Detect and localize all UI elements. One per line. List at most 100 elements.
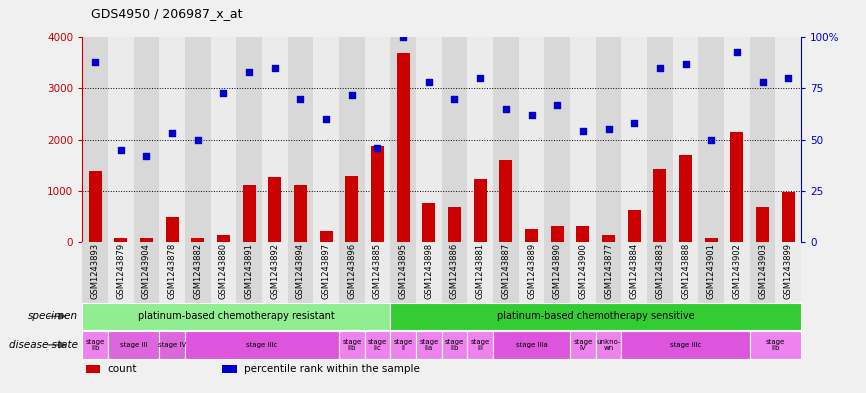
Text: GSM1243890: GSM1243890 [553, 243, 562, 299]
Bar [545, 242, 570, 303]
Point [191, 136, 204, 143]
Bar [448, 207, 461, 242]
Text: GSM1243900: GSM1243900 [578, 243, 587, 299]
Bar [159, 242, 185, 303]
Point [550, 102, 564, 108]
Bar [519, 37, 545, 242]
Bar [114, 238, 127, 242]
Text: stage III: stage III [120, 342, 147, 348]
Bar [320, 231, 333, 242]
Bar [673, 37, 698, 242]
Text: stage
IIb: stage IIb [766, 339, 785, 351]
Bar [468, 37, 493, 242]
Bar [391, 242, 416, 303]
Bar [365, 37, 391, 242]
Bar [140, 238, 153, 242]
Text: GSM1243878: GSM1243878 [168, 243, 177, 299]
Bar [596, 331, 622, 359]
Text: platinum-based chemotherapy sensitive: platinum-based chemotherapy sensitive [497, 311, 695, 321]
Point [139, 153, 153, 159]
Bar [391, 331, 416, 359]
Bar [628, 210, 641, 242]
Bar [159, 331, 185, 359]
Text: GSM1243891: GSM1243891 [244, 243, 254, 299]
Bar [570, 331, 596, 359]
Text: GSM1243894: GSM1243894 [296, 243, 305, 299]
Text: GSM1243901: GSM1243901 [707, 243, 715, 299]
Bar [365, 331, 391, 359]
Bar [493, 242, 519, 303]
Bar [313, 242, 339, 303]
Text: stage
IV: stage IV [573, 339, 592, 351]
Bar [133, 242, 159, 303]
Bar [82, 303, 391, 330]
Bar [159, 37, 185, 242]
Point [448, 95, 462, 102]
Point [473, 75, 487, 81]
Text: GSM1243887: GSM1243887 [501, 243, 510, 299]
Text: GSM1243879: GSM1243879 [116, 243, 126, 299]
Text: stage
IIb: stage IIb [342, 339, 361, 351]
Bar [86, 365, 100, 373]
Point [345, 92, 359, 98]
Text: platinum-based chemotherapy resistant: platinum-based chemotherapy resistant [138, 311, 334, 321]
Bar [468, 242, 493, 303]
Bar [551, 226, 564, 242]
Bar [242, 185, 255, 242]
Point [113, 147, 127, 153]
Text: GDS4950 / 206987_x_at: GDS4950 / 206987_x_at [91, 7, 242, 20]
Point [653, 65, 667, 71]
Point [576, 128, 590, 134]
Bar [191, 238, 204, 242]
Bar [210, 37, 236, 242]
Bar [108, 37, 133, 242]
Bar [570, 242, 596, 303]
Text: GSM1243881: GSM1243881 [475, 243, 485, 299]
Point [422, 79, 436, 85]
Bar [724, 242, 750, 303]
Bar [236, 37, 262, 242]
Text: stage IIIa: stage IIIa [515, 342, 547, 348]
Text: GSM1243886: GSM1243886 [450, 243, 459, 299]
Bar [647, 37, 673, 242]
Bar [442, 37, 468, 242]
Bar [313, 37, 339, 242]
Bar [775, 37, 801, 242]
Point [679, 61, 693, 67]
Bar [622, 242, 647, 303]
Bar [673, 242, 698, 303]
Bar [724, 37, 750, 242]
Bar [493, 37, 519, 242]
Bar [654, 169, 666, 242]
Bar [185, 242, 210, 303]
Bar [288, 37, 313, 242]
Bar [108, 331, 159, 359]
Point [397, 34, 410, 40]
Text: stage
II: stage II [393, 339, 413, 351]
Bar [416, 242, 442, 303]
Bar [268, 177, 281, 242]
Text: stage
III: stage III [470, 339, 490, 351]
Bar [165, 217, 178, 242]
Text: GSM1243882: GSM1243882 [193, 243, 203, 299]
Text: stage
IIa: stage IIa [419, 339, 438, 351]
Bar [397, 53, 410, 242]
Text: GSM1243877: GSM1243877 [604, 243, 613, 299]
Bar [730, 132, 743, 242]
Bar [782, 192, 795, 242]
Bar [82, 242, 108, 303]
Bar [442, 331, 468, 359]
Text: disease state: disease state [9, 340, 78, 350]
Text: GSM1243904: GSM1243904 [142, 243, 151, 299]
Bar [210, 242, 236, 303]
Bar [698, 242, 724, 303]
Text: GSM1243888: GSM1243888 [681, 243, 690, 299]
Bar [602, 235, 615, 242]
Point [602, 126, 616, 132]
Text: specimen: specimen [28, 311, 78, 321]
Point [165, 130, 179, 136]
Bar [82, 331, 108, 359]
Point [320, 116, 333, 122]
Bar [750, 242, 775, 303]
Bar [217, 235, 229, 242]
